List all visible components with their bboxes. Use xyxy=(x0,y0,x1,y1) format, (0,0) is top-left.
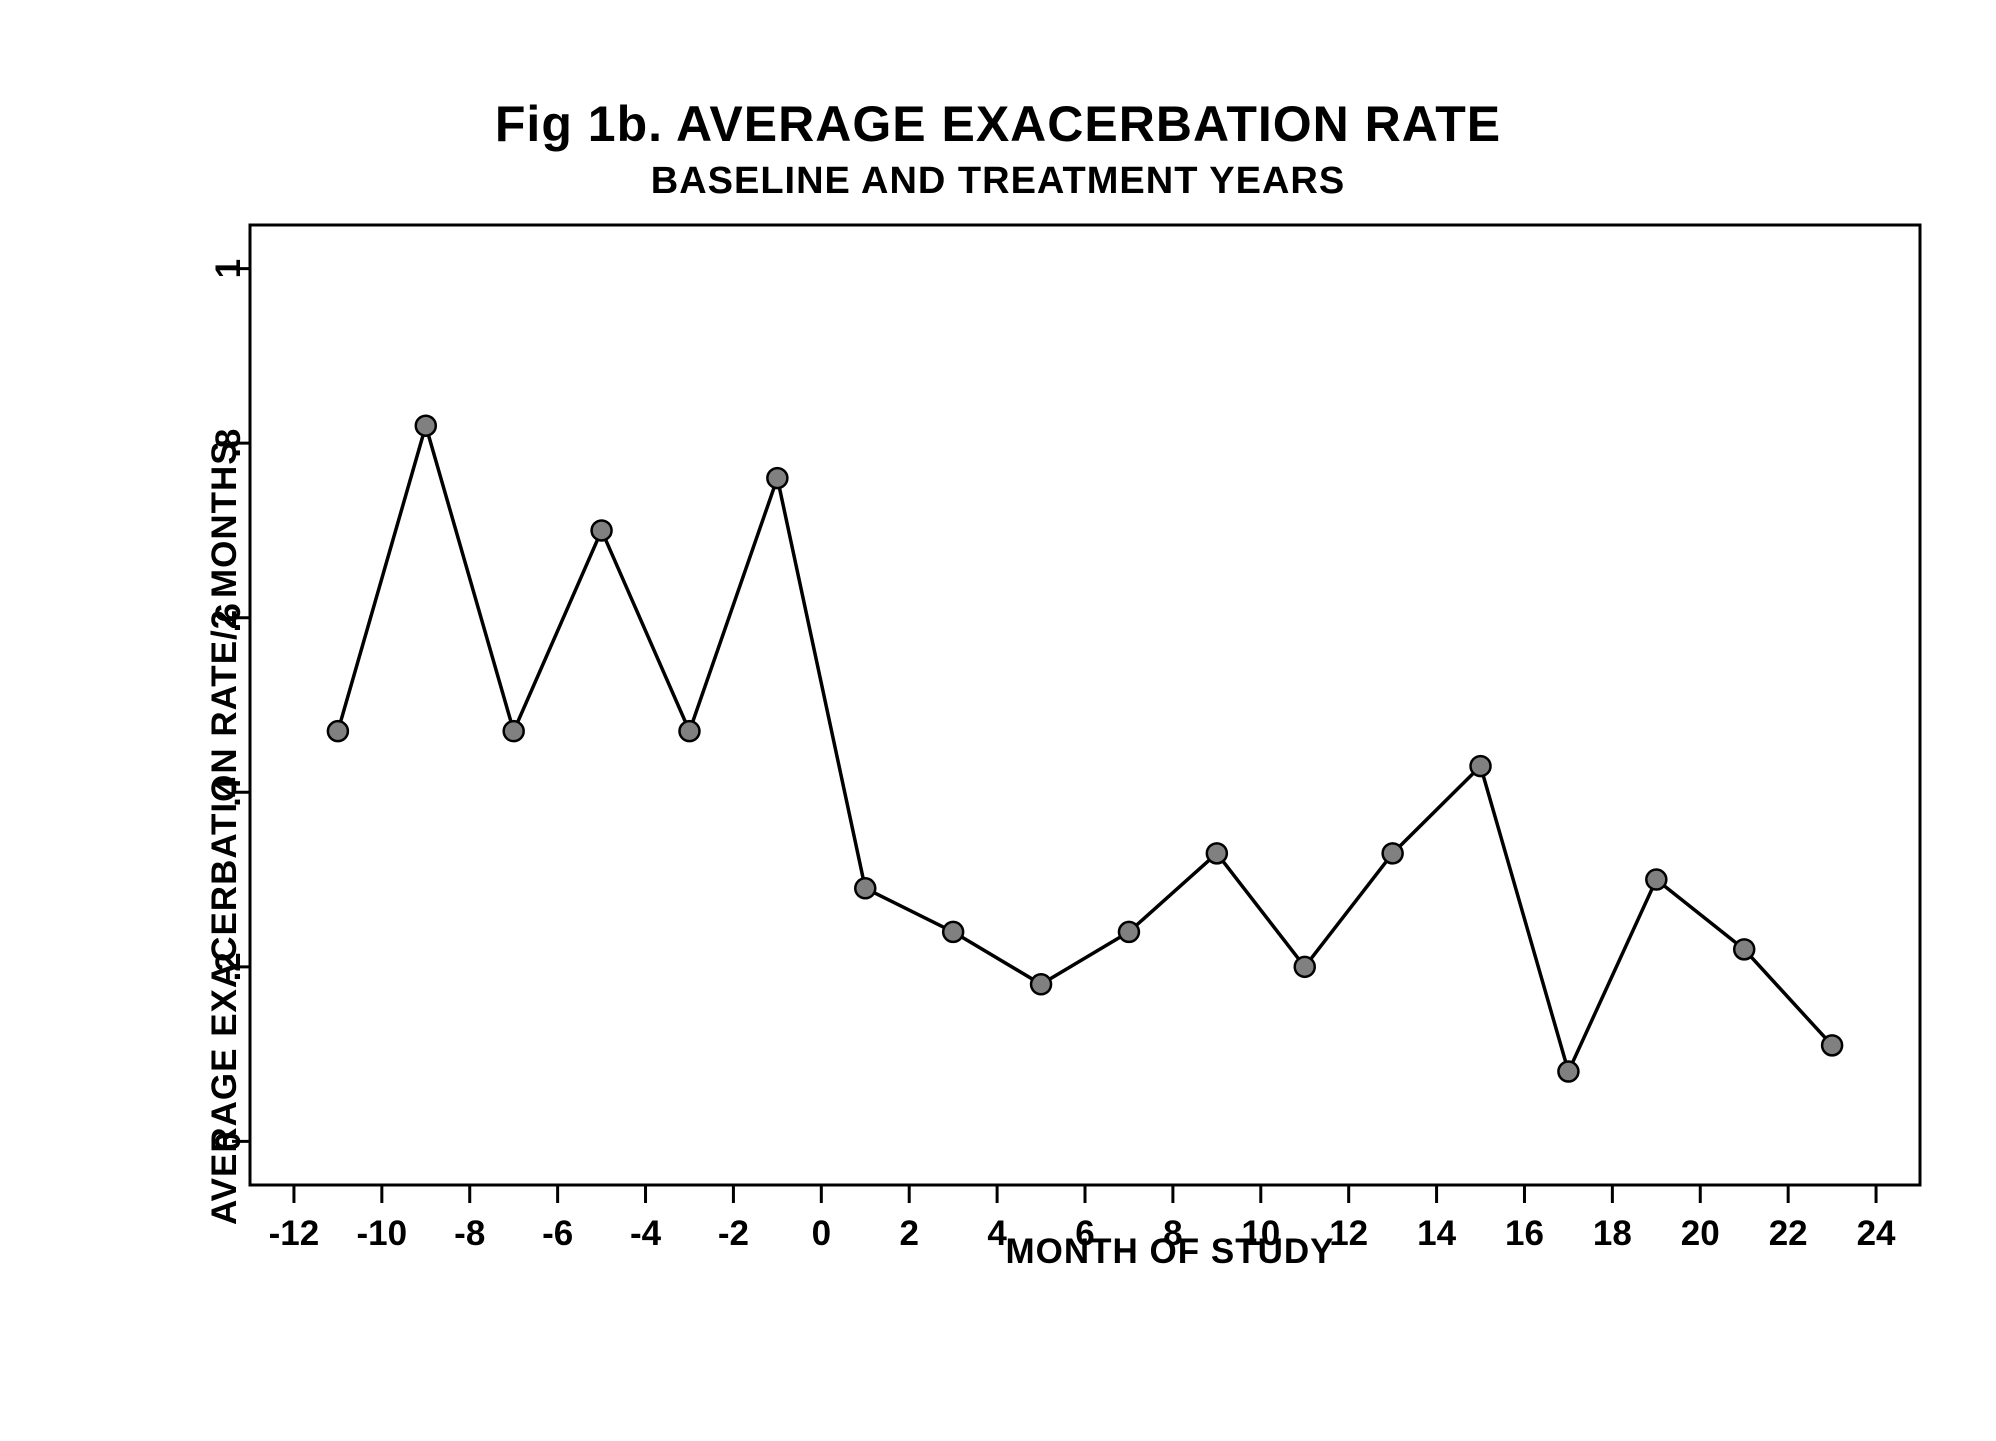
chart-container: Fig 1b. AVERAGE EXACERBATION RATE BASELI… xyxy=(0,0,1996,1441)
x-tick-label: 24 xyxy=(1857,1214,1896,1253)
x-tick-label: -6 xyxy=(542,1214,573,1253)
data-point xyxy=(416,416,436,436)
x-tick-label: -4 xyxy=(630,1214,662,1253)
x-tick-label: 12 xyxy=(1329,1214,1368,1253)
x-tick-label: -8 xyxy=(454,1214,485,1253)
x-tick-label: 2 xyxy=(899,1214,918,1253)
y-tick-label: .2 xyxy=(209,952,248,981)
data-point xyxy=(1734,939,1754,959)
data-point xyxy=(1031,974,1051,994)
y-tick-label: 0 xyxy=(209,1132,248,1151)
x-tick-label: 18 xyxy=(1593,1214,1632,1253)
y-tick-label: .8 xyxy=(209,429,248,458)
data-point xyxy=(679,721,699,741)
data-point xyxy=(1558,1062,1578,1082)
x-tick-label: -12 xyxy=(269,1214,320,1253)
data-point xyxy=(592,520,612,540)
data-point xyxy=(767,468,787,488)
data-point xyxy=(504,721,524,741)
data-point xyxy=(855,878,875,898)
x-tick-label: 4 xyxy=(987,1214,1007,1253)
x-tick-label: 22 xyxy=(1769,1214,1808,1253)
x-tick-label: -2 xyxy=(718,1214,749,1253)
x-tick-label: -10 xyxy=(357,1214,408,1253)
x-tick-label: 6 xyxy=(1075,1214,1094,1253)
x-tick-label: 0 xyxy=(812,1214,831,1253)
x-tick-label: 16 xyxy=(1505,1214,1544,1253)
y-tick-label: .6 xyxy=(209,603,248,632)
data-point xyxy=(1207,843,1227,863)
x-tick-label: 8 xyxy=(1163,1214,1182,1253)
data-point xyxy=(1646,870,1666,890)
y-tick-label: 1 xyxy=(209,259,248,278)
chart-svg: -12-10-8-6-4-20246810121416182022240.2.4… xyxy=(0,0,1996,1441)
data-point xyxy=(1119,922,1139,942)
y-tick-label: .4 xyxy=(209,777,248,807)
x-tick-label: 10 xyxy=(1241,1214,1280,1253)
data-point xyxy=(943,922,963,942)
data-point xyxy=(1471,756,1491,776)
data-point xyxy=(1383,843,1403,863)
data-point xyxy=(1295,957,1315,977)
x-tick-label: 14 xyxy=(1417,1214,1456,1253)
x-tick-label: 20 xyxy=(1681,1214,1720,1253)
data-point xyxy=(1822,1035,1842,1055)
data-point xyxy=(328,721,348,741)
